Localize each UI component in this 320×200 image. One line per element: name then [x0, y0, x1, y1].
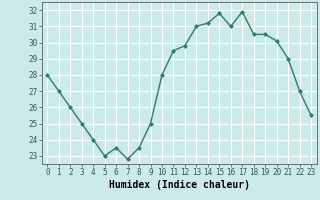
X-axis label: Humidex (Indice chaleur): Humidex (Indice chaleur) [109, 180, 250, 190]
